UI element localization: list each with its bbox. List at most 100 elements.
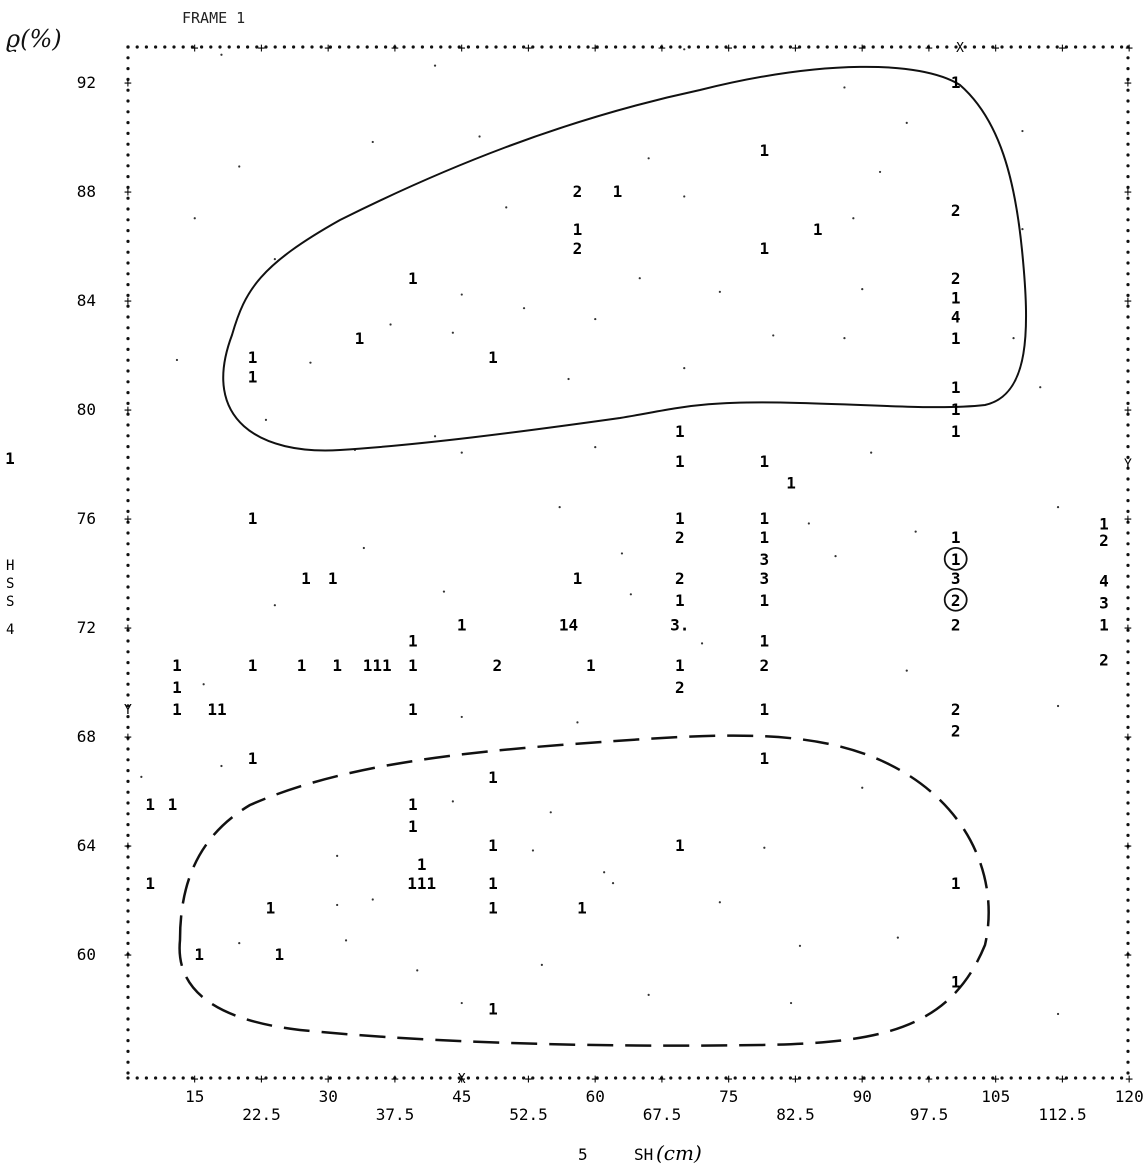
y-tick-labels: 92 88 84 80 76 72 68 64 60 — [77, 73, 96, 964]
frame-dot — [1126, 304, 1130, 308]
y-marker: Y — [124, 703, 132, 718]
frame-dot — [374, 45, 378, 49]
stray-dot — [371, 140, 374, 144]
frame-dot — [549, 1076, 553, 1080]
frame-tick: + — [124, 730, 132, 745]
data-point: 2 — [951, 700, 961, 719]
frame-dot — [126, 391, 130, 395]
frame-dot — [1126, 293, 1130, 297]
frame-dot — [135, 1076, 139, 1080]
stray-dot — [220, 764, 223, 768]
frame-dot — [227, 1076, 231, 1080]
frame-dot — [917, 45, 921, 49]
stray-dot — [264, 418, 268, 421]
frame-dot — [1126, 952, 1130, 956]
frame-dot — [1126, 628, 1130, 632]
frame-dot — [126, 1071, 130, 1075]
frame-dot — [1126, 812, 1130, 816]
frame-dot — [1126, 790, 1130, 794]
y-tick-label: 84 — [77, 291, 96, 310]
data-point: 2 — [951, 591, 961, 610]
stray-dot — [442, 590, 446, 593]
frame-dot — [1126, 315, 1130, 319]
frame-dot — [1126, 67, 1130, 71]
data-point: 1 — [675, 656, 685, 675]
frame-dot — [1101, 45, 1105, 49]
frame-dot — [1126, 358, 1130, 362]
frame-tick: + — [1125, 41, 1133, 56]
x-tick-label: 90 — [853, 1087, 872, 1106]
frame-dot — [1126, 434, 1130, 438]
data-point: 1 — [488, 348, 498, 367]
frame-dot — [126, 229, 130, 233]
frame-dot — [126, 175, 130, 179]
data-point: 111 — [407, 874, 436, 893]
frame-dot — [1126, 337, 1130, 341]
stray-dot — [683, 367, 686, 370]
frame-dot — [126, 801, 130, 805]
frame-dot — [908, 1076, 912, 1080]
x-tick-labels-primary: 15 30 45 60 75 90 105 120 — [185, 1087, 1143, 1106]
frame-dot — [126, 531, 130, 535]
frame-dot — [126, 725, 130, 730]
frame-dot — [126, 445, 130, 449]
frame-dot — [1009, 45, 1013, 49]
frame-tick: + — [124, 512, 132, 527]
frame-dot — [982, 45, 986, 49]
frame-dot — [669, 45, 673, 49]
frame-dot — [457, 45, 461, 49]
y-tick-label: 80 — [77, 400, 96, 419]
x-tick-label: 52.5 — [509, 1105, 548, 1124]
data-point: 2 — [951, 201, 961, 220]
frame-dot — [1126, 185, 1130, 189]
stray-dot — [807, 522, 810, 525]
data-point: 1 — [760, 239, 770, 258]
frame-dot — [126, 909, 130, 913]
frame-dot — [338, 45, 342, 49]
stray-dot — [309, 361, 312, 364]
side-label: H S S 4 — [6, 558, 14, 638]
x-tick-label: 30 — [319, 1087, 338, 1106]
frame-dot — [862, 1076, 866, 1080]
frame-tick: + — [1124, 512, 1132, 527]
frame-tick: + — [858, 1072, 866, 1087]
frame-dot — [163, 45, 167, 49]
frame-dot — [1110, 1076, 1114, 1080]
data-point: 2 — [951, 615, 961, 634]
data-point: 1 — [408, 795, 418, 814]
stray-dot — [861, 288, 864, 291]
frame-dot — [807, 1076, 811, 1080]
frame-dot — [1126, 898, 1130, 902]
outlier-count: 1 — [1099, 615, 1109, 634]
frame-dot — [1126, 1060, 1130, 1064]
data-point: 2 — [675, 678, 685, 697]
frame-dot — [687, 45, 691, 49]
frame-dot — [503, 45, 507, 49]
stray-dot — [798, 944, 802, 947]
frame-tick: + — [1059, 41, 1067, 56]
data-point: 2 — [493, 656, 503, 675]
frame-dot — [126, 617, 130, 622]
frame-dot — [926, 45, 931, 49]
frame-dot — [899, 1076, 903, 1080]
stray-dot — [718, 901, 721, 904]
frame-dot — [1126, 736, 1130, 740]
point-circle — [943, 546, 968, 571]
stray-dot — [638, 277, 641, 280]
data-point: 1 — [488, 899, 498, 918]
data-point: 1 — [408, 632, 418, 651]
frame-dot — [1126, 56, 1130, 60]
frame-dot — [1126, 920, 1130, 924]
frame-dot — [586, 1076, 590, 1080]
frame-tick: + — [324, 41, 332, 56]
frame-dot — [1126, 466, 1130, 470]
frame-dot — [522, 45, 526, 49]
frame-dot — [126, 887, 130, 892]
frame-dot — [788, 1076, 793, 1080]
frame-label: FRAME 1 — [182, 9, 245, 27]
frame-dot — [126, 920, 130, 924]
frame-dot — [742, 1076, 747, 1080]
frame-dot — [328, 1076, 332, 1080]
frame-dot — [1126, 1017, 1130, 1021]
frame-dot — [181, 45, 185, 49]
